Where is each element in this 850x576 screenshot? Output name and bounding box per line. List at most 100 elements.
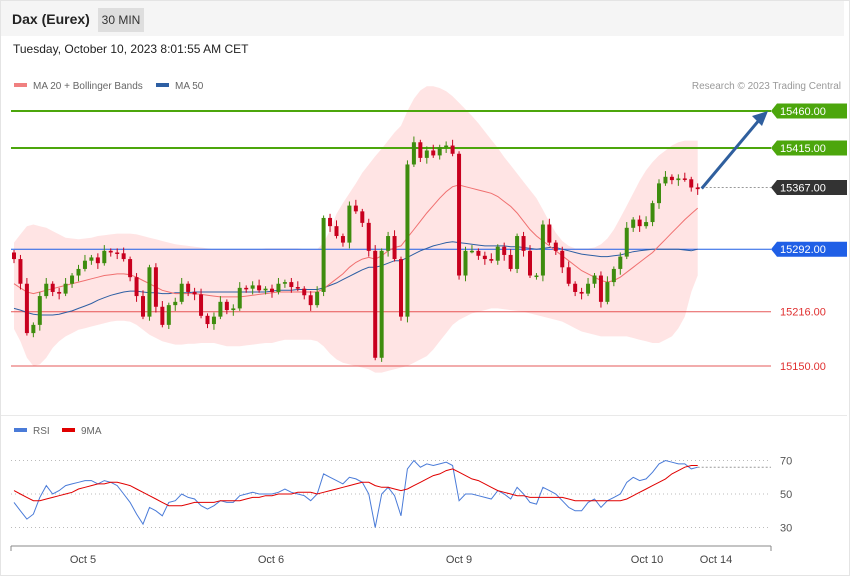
candle-body: [644, 222, 649, 227]
candle-body: [573, 283, 578, 292]
forecast-arrow-shaft: [700, 118, 762, 190]
candle-body: [560, 250, 565, 268]
candle-body: [321, 217, 326, 292]
candle-body: [418, 142, 423, 158]
candle-body: [392, 236, 397, 260]
legend-item-ma50: MA 50: [156, 81, 203, 92]
candle-body: [179, 283, 184, 302]
candle-body: [89, 257, 94, 261]
moving-averages: [13, 184, 699, 316]
candle-body: [250, 285, 255, 289]
rsi-line: [13, 459, 698, 528]
candle-body: [663, 176, 668, 184]
candle-body: [489, 259, 494, 261]
candle-body: [676, 178, 681, 181]
candle-body: [534, 275, 539, 278]
legend-swatch-ma50: [156, 83, 169, 88]
rsi-tick-label: 70: [780, 456, 792, 468]
candle-body: [166, 305, 171, 325]
time-axis-label: Oct 10: [631, 554, 663, 566]
candle-body: [218, 301, 223, 317]
bollinger-bands: [14, 86, 698, 373]
time-axis-label: Oct 6: [258, 554, 284, 566]
candle-body: [263, 288, 268, 291]
timestamp: Tuesday, October 10, 2023 8:01:55 AM CET: [13, 42, 249, 56]
candle-body: [231, 308, 236, 311]
level-label-tag: [771, 140, 847, 156]
candle-body: [308, 295, 313, 306]
candle-body: [160, 306, 165, 325]
candle-body: [70, 275, 75, 284]
level-label-tag: [771, 241, 847, 257]
candle-body: [586, 283, 591, 294]
candle-body: [192, 291, 197, 295]
price-level-labels: 15460.00 15415.00 15367.00 15292.00 15216.00…: [771, 103, 847, 373]
candle-body: [211, 316, 216, 325]
candle-body: [121, 253, 126, 260]
time-axis-label: Oct 14: [700, 554, 732, 566]
candle-body: [128, 259, 133, 278]
rsi-panel: 70 50 30: [11, 456, 792, 535]
instrument-title: Dax (Eurex): [12, 11, 90, 27]
candle-body: [270, 288, 274, 292]
candle-body: [469, 250, 474, 253]
candle-body: [134, 277, 139, 297]
candle-body: [424, 150, 429, 158]
bollinger-band-area: [14, 86, 698, 373]
candle-body: [82, 260, 87, 269]
candle-body: [566, 267, 571, 284]
price-levels: [11, 110, 771, 367]
candle-body: [450, 145, 455, 154]
candle-body: [315, 291, 320, 306]
legend-label-ma20: MA 20 + Bollinger Bands: [33, 81, 143, 92]
candle-body: [115, 252, 120, 254]
candle-body: [669, 176, 674, 181]
candle-body: [24, 283, 29, 334]
level-label-text: 15292.00: [780, 244, 826, 256]
level-label-text: 15150.00: [780, 361, 826, 373]
candle-body: [44, 283, 49, 297]
candle-body: [340, 236, 345, 243]
candle-body: [360, 211, 365, 223]
candle-body: [373, 250, 378, 358]
candle-body: [386, 236, 391, 251]
legend-item-rsi: RSI: [14, 426, 50, 437]
candle-body: [547, 224, 552, 243]
candle-body: [289, 282, 294, 288]
interval-button[interactable]: 30 MIN: [98, 8, 144, 32]
candle-body: [366, 222, 371, 251]
candle-body: [637, 219, 642, 227]
candle-body: [399, 259, 403, 317]
candle-body: [476, 250, 481, 256]
ma50-line: [13, 241, 698, 316]
candle-body: [108, 250, 113, 253]
candle-body: [618, 256, 623, 269]
candle-body: [57, 291, 62, 294]
rsi-tick-label: 50: [780, 489, 792, 501]
candle-body: [102, 250, 107, 264]
candle-body: [624, 227, 629, 257]
time-axis: Oct 5 Oct 6 Oct 9 Oct 10 Oct 14: [10, 545, 772, 566]
candle-body: [282, 282, 287, 284]
candle-body: [147, 267, 152, 317]
candle-body: [295, 287, 300, 289]
candle-body: [12, 252, 16, 260]
level-label-text: 15216.00: [780, 307, 826, 319]
credit-text: Research © 2023 Trading Central: [691, 81, 841, 92]
level-label-text: 15367.00: [780, 183, 826, 195]
candle-body: [657, 183, 661, 204]
candle-body: [199, 294, 204, 316]
candle-body: [186, 283, 191, 292]
candle-body: [528, 250, 532, 276]
candle-body: [482, 255, 487, 260]
candle-body: [495, 246, 500, 261]
candle-body: [224, 301, 229, 311]
legend-item-9ma: 9MA: [62, 426, 102, 437]
candle-body: [276, 283, 281, 292]
candle-body: [682, 178, 687, 180]
candle-body: [540, 224, 545, 276]
candle-body: [334, 226, 339, 237]
candle-body: [302, 288, 307, 296]
candle-body: [411, 142, 416, 165]
